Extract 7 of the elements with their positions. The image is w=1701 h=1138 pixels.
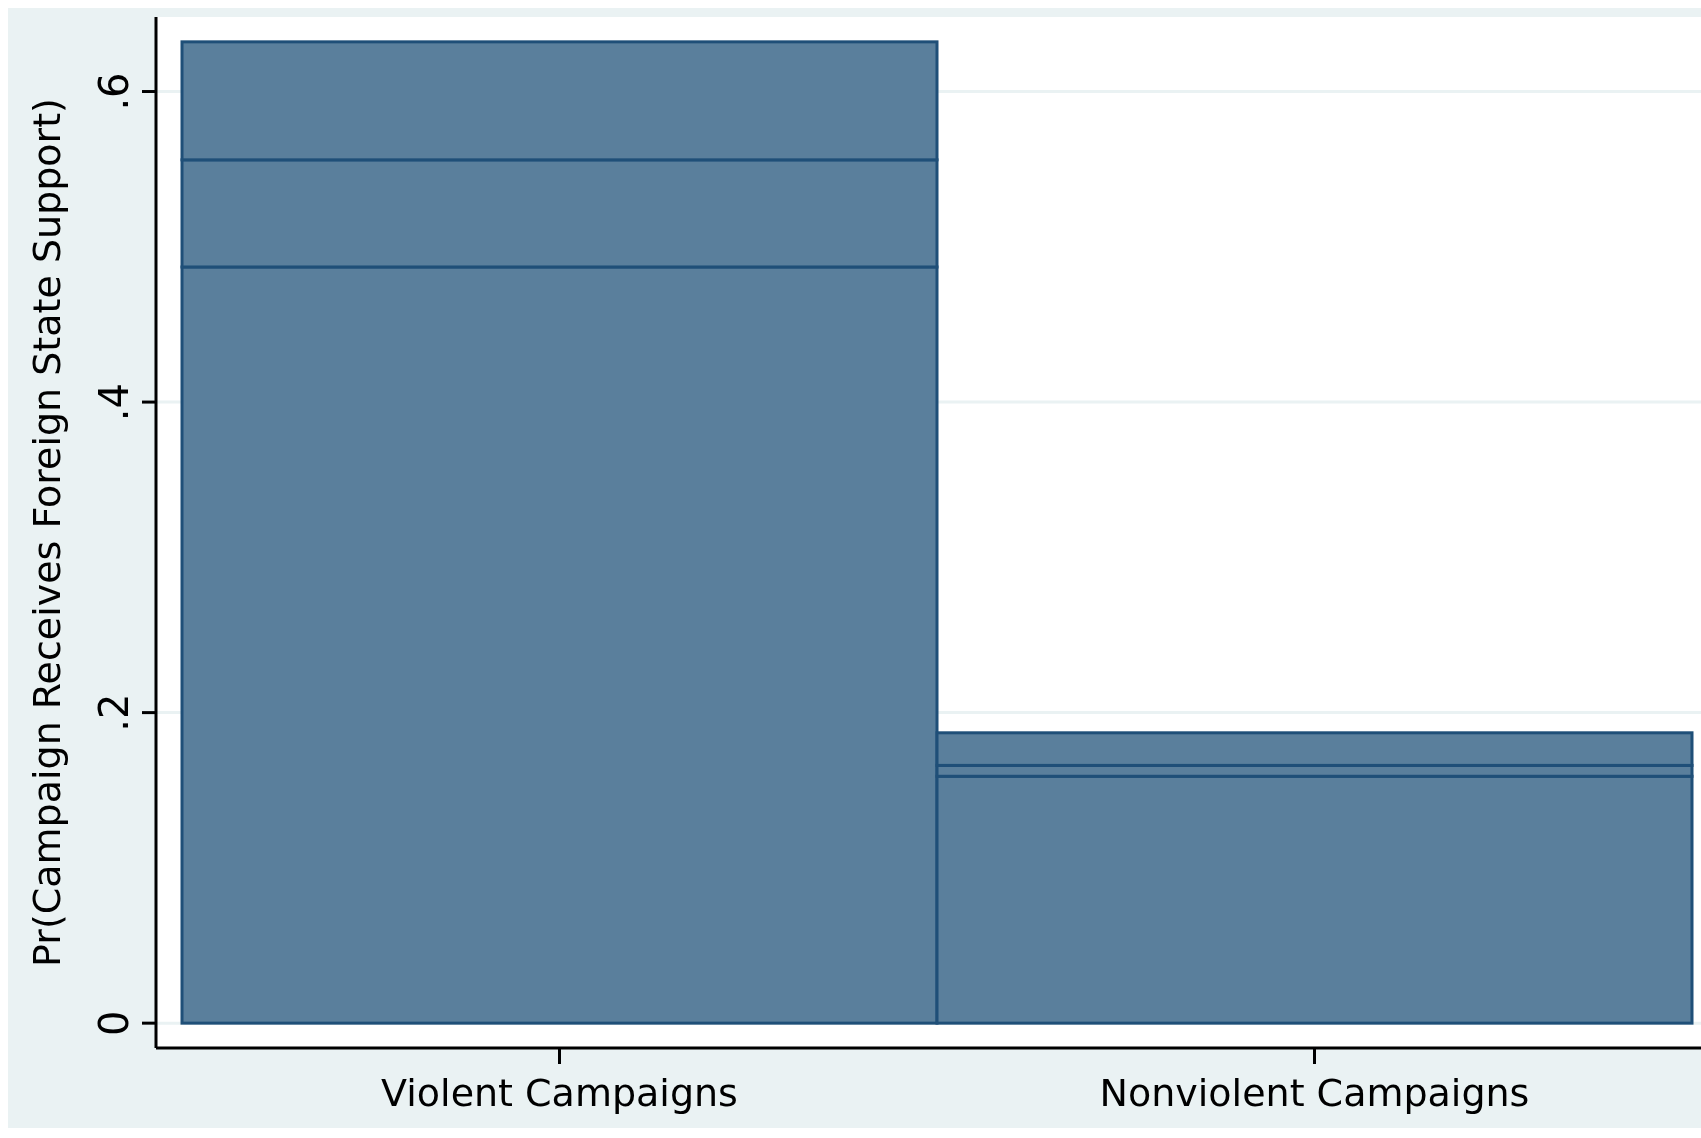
- y-tick-label: .4: [91, 382, 137, 422]
- y-axis-title: Pr(Campaign Receives Foreign State Support): [25, 98, 69, 967]
- y-tick-label: 0: [91, 1010, 137, 1036]
- y-tick-label: .2: [91, 693, 137, 732]
- x-tick-label: Nonviolent Campaigns: [1099, 1071, 1530, 1115]
- x-tick-label: Violent Campaigns: [381, 1071, 738, 1115]
- y-tick-label: .6: [91, 72, 137, 111]
